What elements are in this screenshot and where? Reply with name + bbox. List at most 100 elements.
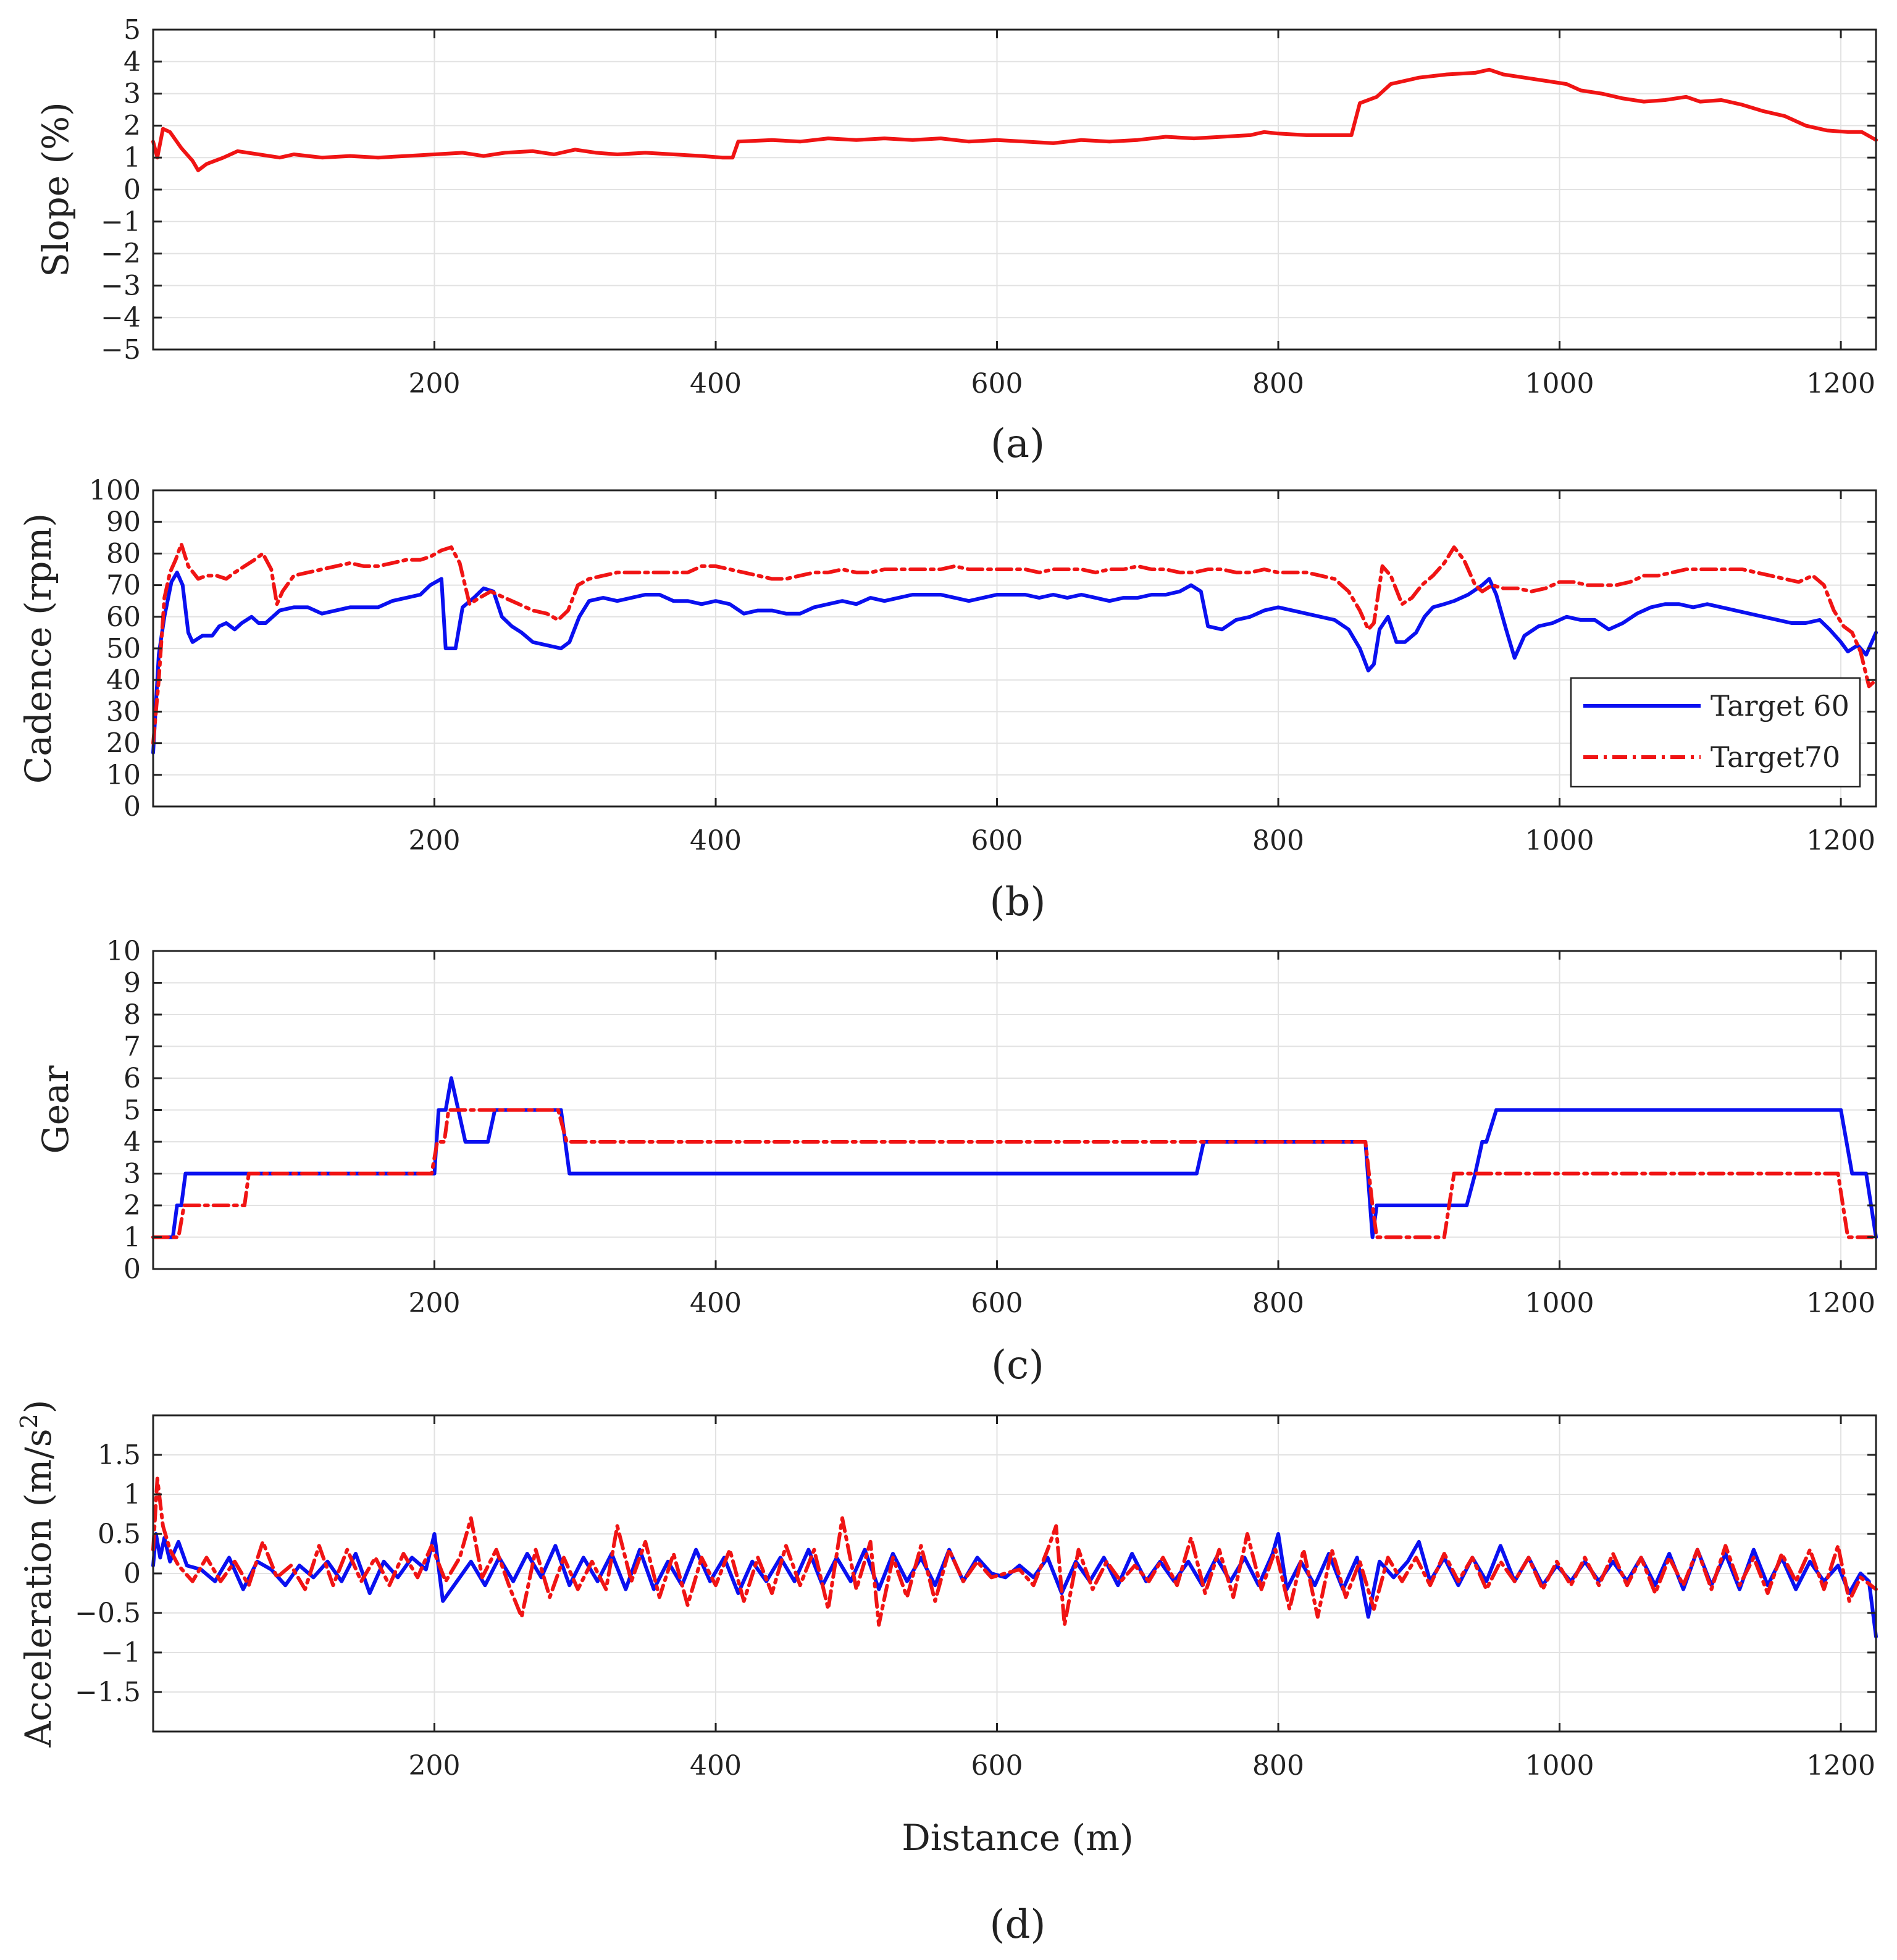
y-tick-label: 10 — [106, 936, 141, 967]
series-target70 — [151, 1476, 1878, 1627]
y-tick-label: 4 — [124, 46, 141, 78]
x-tick-label: 600 — [971, 1750, 1023, 1782]
x-tick-label: 1200 — [1806, 825, 1875, 856]
ticks-acceleration: 200 400 600 800 1000 1200 −1.5 −1 −0.5 0 0.5 1 1.5 — [75, 1415, 1876, 1782]
x-tick-label: 800 — [1252, 825, 1304, 856]
series-layer-acceleration — [151, 1476, 1878, 1639]
x-tick-label: 600 — [971, 1288, 1023, 1319]
y-tick-label: 30 — [106, 696, 141, 727]
x-tick-label: 1000 — [1525, 825, 1594, 856]
caption-b: (b) — [990, 879, 1046, 925]
x-tick-label: 200 — [409, 368, 461, 400]
y-tick-label: 0 — [124, 791, 141, 823]
legend-label-target70: Target70 — [1711, 740, 1840, 774]
y-tick-label: −4 — [101, 302, 141, 333]
y-tick-label: 50 — [106, 633, 141, 664]
y-axis-title-cadence: Cadence (rpm) — [17, 513, 59, 784]
x-tick-label: 200 — [409, 1750, 461, 1782]
y-tick-label: −1 — [101, 1637, 141, 1669]
x-tick-label: 1200 — [1806, 368, 1875, 400]
x-tick-label: 600 — [971, 368, 1023, 400]
y-tick-label: 2 — [124, 1190, 141, 1221]
legend-label-target-60: Target 60 — [1711, 689, 1849, 722]
y-tick-label: 0.5 — [98, 1518, 141, 1550]
caption-c: (c) — [991, 1342, 1044, 1388]
caption-d: (d) — [990, 1902, 1046, 1948]
panel-acceleration: 200 400 600 800 1000 1200 −1.5 −1 −0.5 0 0.5 1 1.5 A… — [15, 1400, 1878, 1948]
x-tick-label: 600 — [971, 825, 1023, 856]
y-tick-label: 60 — [106, 601, 141, 633]
y-tick-label: 80 — [106, 538, 141, 569]
y-axis-title-gear: Gear — [35, 1065, 77, 1154]
x-tick-label: 400 — [690, 1750, 742, 1782]
y-tick-label: 9 — [124, 968, 141, 999]
y-tick-label: 70 — [106, 570, 141, 601]
x-tick-label: 800 — [1252, 1288, 1304, 1319]
y-tick-label: 1 — [124, 1479, 141, 1510]
x-tick-label: 1000 — [1525, 368, 1594, 400]
y-tick-label: 90 — [106, 506, 141, 538]
y-axis-title-acceleration-main: Acceleration (m/s — [17, 1428, 59, 1748]
y-tick-label: 0 — [124, 1254, 141, 1285]
x-tick-label: 400 — [690, 368, 742, 400]
y-tick-label: 6 — [124, 1063, 141, 1094]
y-tick-label: 40 — [106, 664, 141, 696]
x-tick-label: 1000 — [1525, 1750, 1594, 1782]
y-tick-label: 1 — [124, 142, 141, 174]
y-tick-label: 10 — [106, 760, 141, 791]
y-tick-label: −2 — [101, 238, 141, 270]
y-tick-label: 8 — [124, 999, 141, 1031]
x-tick-label: 1000 — [1525, 1288, 1594, 1319]
y-tick-label: −1.5 — [75, 1677, 141, 1708]
y-tick-label: −3 — [101, 270, 141, 301]
y-tick-label: 7 — [124, 1031, 141, 1063]
x-tick-label: 200 — [409, 825, 461, 856]
x-axis-title-distance: Distance (m) — [902, 1817, 1134, 1859]
caption-a: (a) — [990, 421, 1045, 467]
y-tick-label: 0 — [124, 1558, 141, 1589]
y-axis-title-acceleration-sup: 2 — [15, 1413, 43, 1428]
y-tick-label: −1 — [101, 206, 141, 238]
x-tick-label: 1200 — [1806, 1750, 1875, 1782]
y-tick-label: 2 — [124, 110, 141, 141]
y-tick-label: 5 — [124, 14, 141, 46]
x-tick-label: 800 — [1252, 1750, 1304, 1782]
y-tick-label: 3 — [124, 78, 141, 110]
y-axis-title-slope: Slope (%) — [35, 102, 77, 277]
grid-acceleration — [153, 1415, 1876, 1732]
series-target70 — [151, 1108, 1878, 1239]
y-axis-title-acceleration: Acceleration (m/s2) — [15, 1400, 59, 1748]
y-tick-label: −5 — [101, 334, 141, 366]
y-tick-label: 4 — [124, 1126, 141, 1158]
series-target70 — [151, 542, 1878, 745]
ticks-cadence: 200 400 600 800 1000 1200 01020304050607080901… — [89, 475, 1876, 856]
y-tick-label: 1.5 — [98, 1439, 141, 1471]
y-tick-label: 5 — [124, 1095, 141, 1126]
x-tick-label: 400 — [690, 1288, 742, 1319]
y-axis-title-acceleration-end: ) — [17, 1400, 59, 1414]
x-tick-label: 1200 — [1806, 1288, 1875, 1319]
x-tick-label: 800 — [1252, 368, 1304, 400]
y-tick-label: 0 — [124, 174, 141, 206]
y-tick-label: 100 — [89, 475, 141, 506]
series-layer-cadence — [151, 542, 1878, 755]
panel-cadence: 200 400 600 800 1000 1200 01020304050607080901… — [17, 475, 1878, 925]
series-layer-gear — [151, 1076, 1878, 1239]
y-tick-label: 1 — [124, 1222, 141, 1254]
x-tick-label: 200 — [409, 1288, 461, 1319]
grid-slope — [153, 30, 1876, 350]
y-tick-label: −0.5 — [75, 1598, 141, 1629]
legend-box — [1570, 677, 1861, 788]
y-tick-label: 20 — [106, 728, 141, 760]
x-tick-label: 400 — [690, 825, 742, 856]
y-tick-label: 3 — [124, 1158, 141, 1190]
series-slope — [151, 67, 1878, 172]
series-layer-slope — [151, 67, 1878, 172]
legend: Target 60 Target70 — [1570, 677, 1861, 788]
